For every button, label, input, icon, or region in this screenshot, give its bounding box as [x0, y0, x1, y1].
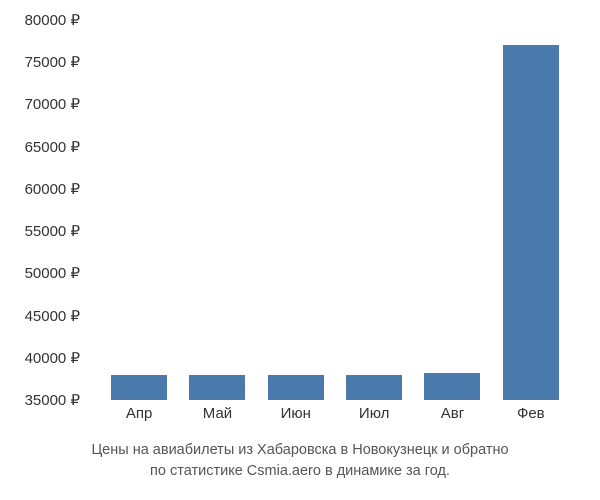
- bar: [346, 375, 402, 400]
- y-tick-label: 70000 ₽: [25, 95, 80, 113]
- caption-line-1: Цены на авиабилеты из Хабаровска в Новок…: [91, 442, 508, 458]
- bar: [111, 375, 167, 400]
- y-tick-label: 75000 ₽: [25, 53, 80, 71]
- plot-area: [90, 20, 580, 400]
- x-tick-label: Май: [189, 405, 245, 422]
- bar: [189, 375, 245, 400]
- y-tick-label: 40000 ₽: [25, 349, 80, 367]
- bar: [268, 375, 324, 400]
- bars-group: [90, 20, 580, 400]
- x-tick-label: Апр: [111, 405, 167, 422]
- y-tick-label: 65000 ₽: [25, 138, 80, 156]
- bar: [424, 373, 480, 400]
- x-tick-label: Фев: [503, 405, 559, 422]
- y-tick-label: 80000 ₽: [25, 11, 80, 29]
- caption-line-2: по статистике Csmia.aero в динамике за г…: [150, 463, 450, 479]
- y-tick-label: 50000 ₽: [25, 264, 80, 282]
- price-chart: 35000 ₽ 40000 ₽ 45000 ₽ 50000 ₽ 55000 ₽ 60000…: [0, 0, 600, 500]
- x-tick-label: Авг: [424, 405, 480, 422]
- x-axis: Апр Май Июн Июл Авг Фев: [90, 405, 580, 422]
- bar: [503, 45, 559, 400]
- y-tick-label: 55000 ₽: [25, 222, 80, 240]
- x-tick-label: Июл: [346, 405, 402, 422]
- chart-caption: Цены на авиабилеты из Хабаровска в Новок…: [0, 440, 600, 482]
- y-axis: 35000 ₽40000 ₽45000 ₽50000 ₽55000 ₽60000…: [0, 20, 85, 400]
- y-tick-label: 45000 ₽: [25, 307, 80, 325]
- y-tick-label: 35000 ₽: [25, 391, 80, 409]
- y-tick-label: 60000 ₽: [25, 180, 80, 198]
- x-tick-label: Июн: [268, 405, 324, 422]
